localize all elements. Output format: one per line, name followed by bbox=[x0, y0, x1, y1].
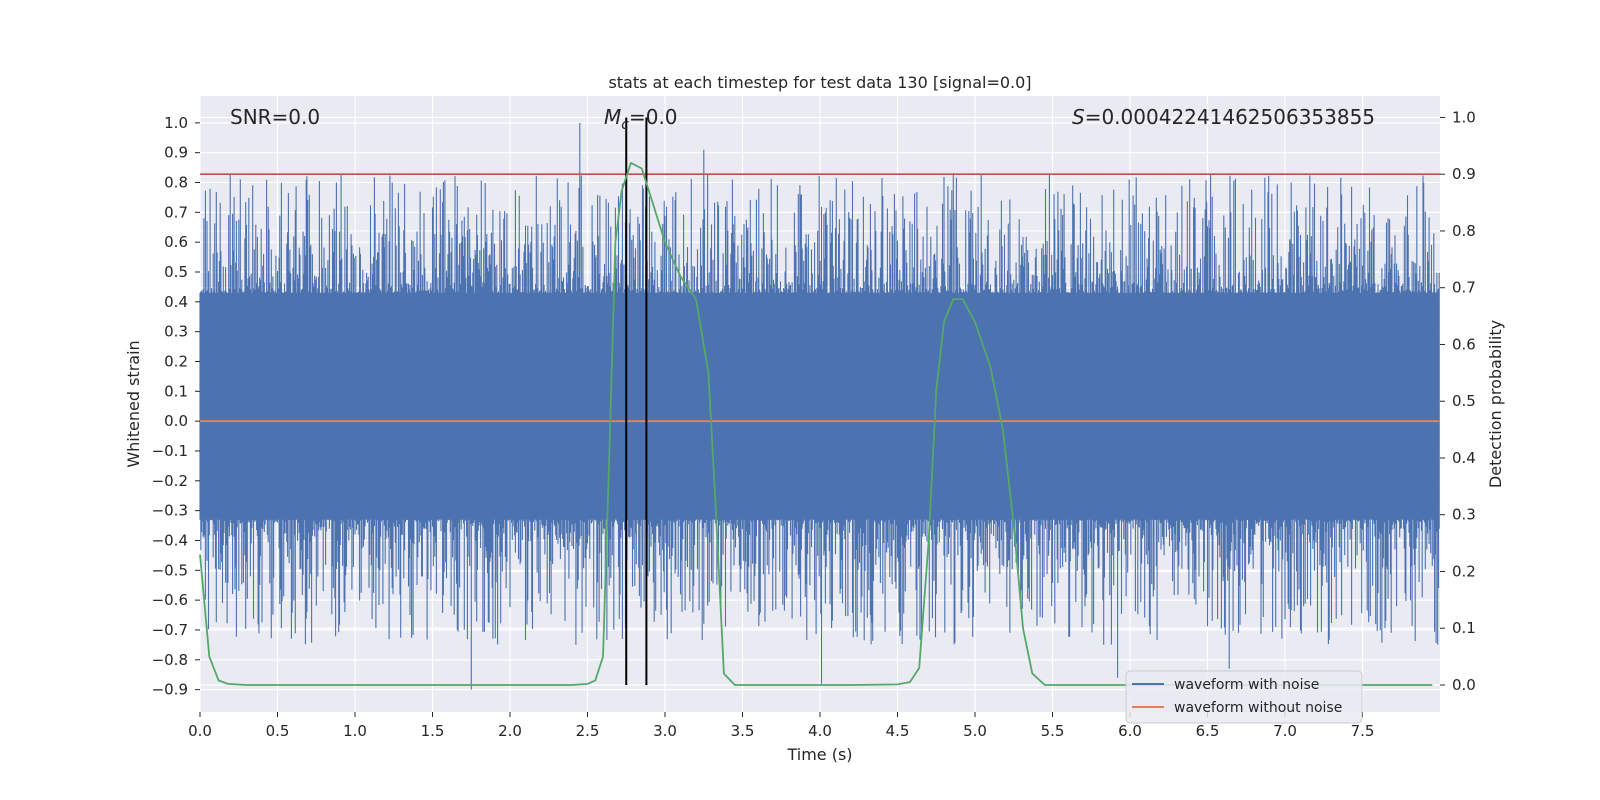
chart-title: stats at each timestep for test data 130… bbox=[608, 73, 1031, 92]
y2-axis-label: Detection probability bbox=[1486, 320, 1505, 488]
y-tick-label: −0.1 bbox=[152, 442, 188, 460]
y-tick-label: 0.0 bbox=[164, 412, 188, 430]
y-tick-label: 0.2 bbox=[164, 352, 188, 370]
detection-probability-line bbox=[199, 162, 1433, 686]
y2-tick-label: 0.5 bbox=[1452, 392, 1476, 410]
x-tick-label: 0.0 bbox=[188, 722, 212, 740]
snr-annotation: SNR=0.0 bbox=[230, 105, 320, 129]
y-tick-label: 0.1 bbox=[164, 382, 188, 400]
x-tick-label: 4.0 bbox=[808, 722, 832, 740]
y2-tick-label: 0.3 bbox=[1452, 506, 1476, 524]
x-axis-ticks: 0.0 0.5 1.0 1.5 2.0 2.5 3.0 3.5 4.0 4.5 5.0 5.5 6.0 6… bbox=[188, 712, 1374, 740]
y2-tick-label: 0.1 bbox=[1452, 619, 1476, 637]
y2-tick-label: 0.7 bbox=[1452, 279, 1476, 297]
y-tick-label: −0.2 bbox=[152, 472, 188, 490]
y2-axis-ticks: 1.0 0.9 0.8 0.7 0.6 0.5 0.4 0.3 0.2 0.1 0.0 bbox=[1440, 108, 1476, 694]
x-tick-label: 6.5 bbox=[1196, 722, 1220, 740]
x-tick-label: 2.0 bbox=[498, 722, 522, 740]
y-tick-label: 0.6 bbox=[164, 233, 188, 251]
x-tick-label: 0.5 bbox=[266, 722, 290, 740]
y-tick-label: 0.7 bbox=[164, 203, 188, 221]
x-axis-label: Time (s) bbox=[786, 745, 852, 764]
y-tick-label: −0.9 bbox=[152, 681, 188, 699]
y-tick-label: 0.5 bbox=[164, 263, 188, 281]
legend: waveform with noise waveform without noi… bbox=[1125, 670, 1363, 724]
chirp-mass-symbol: M bbox=[604, 105, 621, 129]
legend-label-noise: waveform with noise bbox=[1174, 677, 1319, 693]
y-tick-label: 1.0 bbox=[164, 114, 188, 132]
chirp-mass-value: =0.0 bbox=[629, 105, 678, 129]
x-tick-label: 7.0 bbox=[1273, 722, 1297, 740]
x-tick-label: 7.5 bbox=[1351, 722, 1375, 740]
x-tick-label: 5.5 bbox=[1041, 722, 1065, 740]
y-tick-label: −0.4 bbox=[152, 531, 188, 549]
y-tick-label: −0.3 bbox=[152, 502, 188, 520]
y2-tick-label: 0.2 bbox=[1452, 562, 1476, 580]
y2-tick-label: 0.6 bbox=[1452, 335, 1476, 353]
y-axis-ticks: 1.0 0.9 0.8 0.7 0.6 0.5 0.4 0.3 0.2 0.1 0.0 −0.1 −0.… bbox=[152, 114, 200, 699]
y2-tick-label: 0.0 bbox=[1452, 676, 1476, 694]
s-annotation: S=0.00042241462506353855 bbox=[1072, 105, 1375, 129]
y-axis-label: Whitened strain bbox=[124, 340, 143, 467]
x-tick-label: 1.5 bbox=[421, 722, 445, 740]
chirp-mass-annotation: Mc=0.0 bbox=[604, 105, 678, 133]
y-tick-label: −0.8 bbox=[152, 651, 188, 669]
y-tick-label: −0.5 bbox=[152, 561, 188, 579]
s-symbol: S bbox=[1072, 105, 1085, 129]
y-tick-label: 0.9 bbox=[164, 144, 188, 162]
y-tick-label: 0.4 bbox=[164, 293, 188, 311]
x-tick-label: 3.5 bbox=[731, 722, 755, 740]
y-tick-label: 0.3 bbox=[164, 323, 188, 341]
x-tick-label: 5.0 bbox=[963, 722, 987, 740]
y-tick-label: −0.7 bbox=[152, 621, 188, 639]
y2-tick-label: 0.9 bbox=[1452, 165, 1476, 183]
x-tick-label: 6.0 bbox=[1118, 722, 1142, 740]
y-tick-label: 0.8 bbox=[164, 174, 188, 192]
legend-label-clean: waveform without noise bbox=[1174, 700, 1342, 716]
y2-tick-label: 0.8 bbox=[1452, 222, 1476, 240]
s-value: =0.00042241462506353855 bbox=[1085, 105, 1375, 129]
chirp-mass-subscript: c bbox=[621, 117, 629, 133]
legend-box bbox=[1125, 670, 1363, 724]
x-tick-label: 3.0 bbox=[653, 722, 677, 740]
y2-tick-label: 0.4 bbox=[1452, 449, 1476, 467]
x-tick-label: 2.5 bbox=[576, 722, 600, 740]
x-tick-label: 4.5 bbox=[886, 722, 910, 740]
y2-tick-label: 1.0 bbox=[1452, 108, 1476, 126]
x-tick-label: 1.0 bbox=[343, 722, 367, 740]
y-tick-label: −0.6 bbox=[152, 591, 188, 609]
